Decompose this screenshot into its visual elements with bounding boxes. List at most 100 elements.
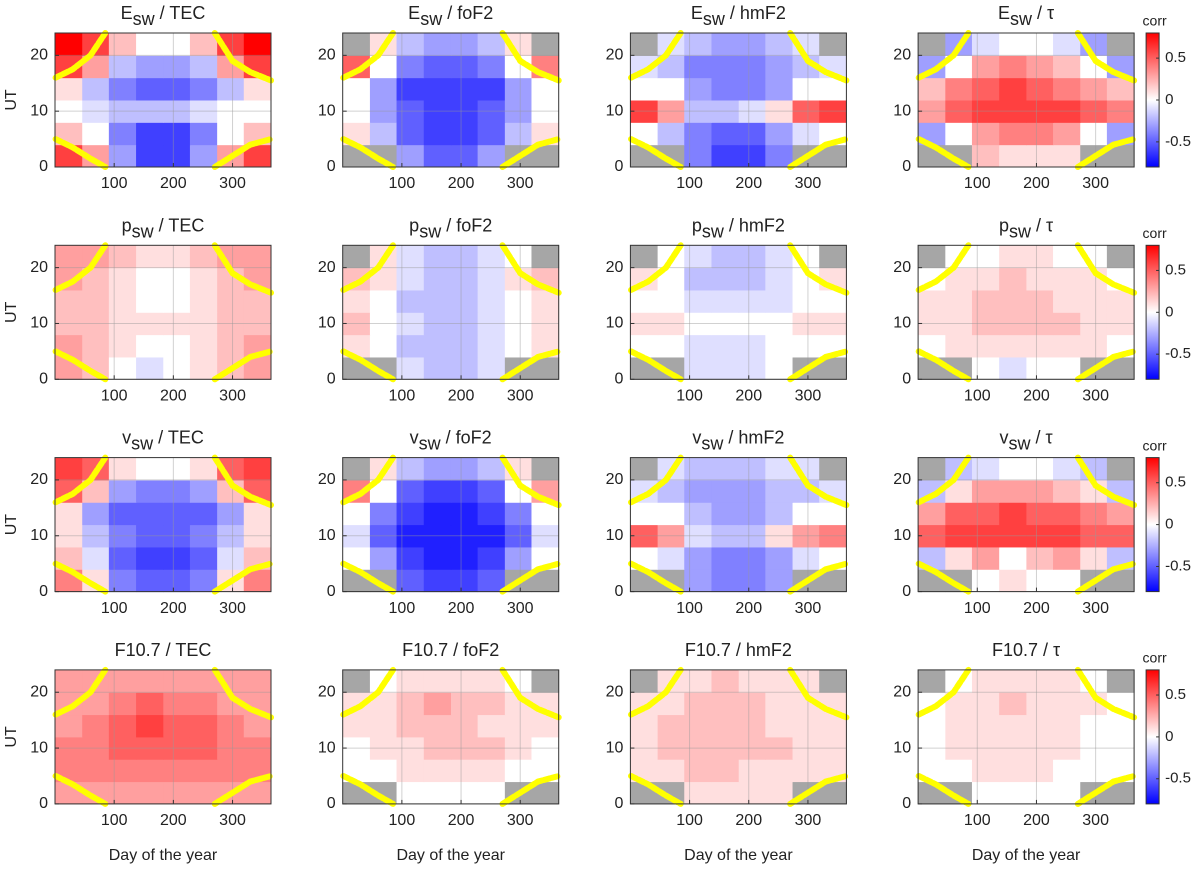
plot-frame <box>342 244 560 380</box>
y-tick-label: 10 <box>606 527 624 544</box>
panel: 100 200 300 0 10 20 Esw / τ -0.5 0 0.5 corr <box>893 3 1191 192</box>
heatmap-cell <box>423 457 452 481</box>
x-tick-label: 100 <box>676 600 703 617</box>
terminator-line <box>787 242 850 296</box>
heatmap-cell <box>108 479 137 503</box>
heatmap-cell <box>684 356 712 380</box>
title-part: F10.7 / foF2 <box>402 640 499 660</box>
title-part: p <box>692 215 702 235</box>
heatmap-cell <box>738 714 766 738</box>
heatmap-cell <box>136 479 164 503</box>
heatmap-cell <box>1053 669 1081 693</box>
heatmap-cell <box>189 33 218 56</box>
heatmap-cell <box>657 334 685 358</box>
heatmap-cell <box>918 312 946 336</box>
heatmap-cell <box>657 55 685 79</box>
title-part: sw <box>702 221 725 241</box>
heatmap-cell <box>163 144 191 168</box>
heatmap-cell <box>1026 334 1054 358</box>
heatmap-cell <box>1053 144 1081 168</box>
heatmap-cell <box>531 144 560 168</box>
title-part: / foF2 <box>447 3 493 23</box>
heatmap-cell <box>1026 245 1054 269</box>
terminator-line <box>787 666 850 721</box>
heatmap-cell <box>1053 736 1081 760</box>
y-tick-label: 0 <box>902 583 911 600</box>
heatmap-cell <box>531 100 560 123</box>
heatmap-cell <box>423 714 452 738</box>
heatmap-cell <box>243 524 272 548</box>
heatmap-cell <box>189 312 218 336</box>
heatmap-cell <box>108 245 137 269</box>
colorbar-tick-label: 0 <box>1165 303 1173 320</box>
heatmap-cell <box>738 546 766 570</box>
terminator-line <box>340 30 397 81</box>
x-tick-label: 300 <box>795 175 822 192</box>
heatmap-cell <box>108 692 137 716</box>
heatmap-cell <box>738 479 766 503</box>
y-tick-label: 20 <box>30 471 48 488</box>
heatmap-cell <box>243 781 272 805</box>
x-tick-label: 100 <box>389 175 416 192</box>
x-tick-label: 300 <box>507 388 534 405</box>
terminator-line <box>499 348 562 383</box>
heatmap-cell <box>738 289 766 313</box>
heatmap-cell <box>450 289 479 313</box>
heatmap-cell <box>684 736 712 760</box>
heatmap-cell <box>684 457 712 481</box>
heatmap-cell <box>1106 77 1135 101</box>
heatmap-cell <box>477 334 506 358</box>
heatmap-cell <box>189 245 218 269</box>
heatmap-cell <box>342 100 371 123</box>
heatmap-cell <box>1106 669 1135 693</box>
heatmap-cell <box>243 144 272 168</box>
heatmap-cell <box>657 100 685 123</box>
heatmap-cell <box>684 245 712 269</box>
heatmap-cell <box>1080 100 1108 123</box>
heatmap-cell <box>630 524 659 548</box>
heatmap-cell <box>396 524 425 548</box>
panel-title: Esw / hmF2 <box>691 3 786 29</box>
heatmap-cell <box>684 144 712 168</box>
heatmap-cell <box>450 692 479 716</box>
heatmap-cell <box>423 759 452 783</box>
heatmap-cell <box>55 77 83 101</box>
heatmap-cell <box>163 356 191 380</box>
colorbar-tick-label: -0.5 <box>1165 133 1191 150</box>
heatmap-cell <box>108 77 137 101</box>
heatmap-cell <box>477 669 506 693</box>
heatmap-cell <box>971 334 1000 358</box>
heatmap-cell <box>792 122 820 146</box>
y-tick-label: 10 <box>30 102 48 119</box>
heatmap-cell <box>1053 479 1081 503</box>
heatmap-cell <box>477 100 506 123</box>
terminator-line <box>211 666 274 721</box>
plot-frame <box>917 669 1135 805</box>
heatmap-cell <box>918 457 946 481</box>
terminator-line <box>787 136 850 170</box>
heatmap-cell <box>684 334 712 358</box>
heatmap-cell <box>136 546 164 570</box>
heatmap-cell <box>477 77 506 101</box>
heatmap-cell <box>108 569 137 593</box>
title-part: / TEC <box>160 3 206 23</box>
heatmap-cell <box>918 77 946 101</box>
heatmap-cell <box>657 356 685 380</box>
heatmap-cell <box>82 334 110 358</box>
heatmap-cell <box>765 55 794 79</box>
terminator-line <box>627 454 684 506</box>
heatmap-cell <box>163 714 191 738</box>
heatmap-cell <box>819 457 847 481</box>
heatmap-cell <box>999 33 1027 56</box>
heatmap-cell <box>450 334 479 358</box>
heatmap-cell <box>396 77 425 101</box>
x-tick-label: 100 <box>389 600 416 617</box>
terminator-line <box>627 242 684 293</box>
heatmap-cell <box>108 524 137 548</box>
terminator-line <box>1074 666 1138 721</box>
heatmap-cell <box>396 714 425 738</box>
heatmap-cell <box>477 781 506 805</box>
heatmap-cell <box>243 33 272 56</box>
terminator-line <box>340 772 397 807</box>
heatmap-cell <box>819 312 847 336</box>
